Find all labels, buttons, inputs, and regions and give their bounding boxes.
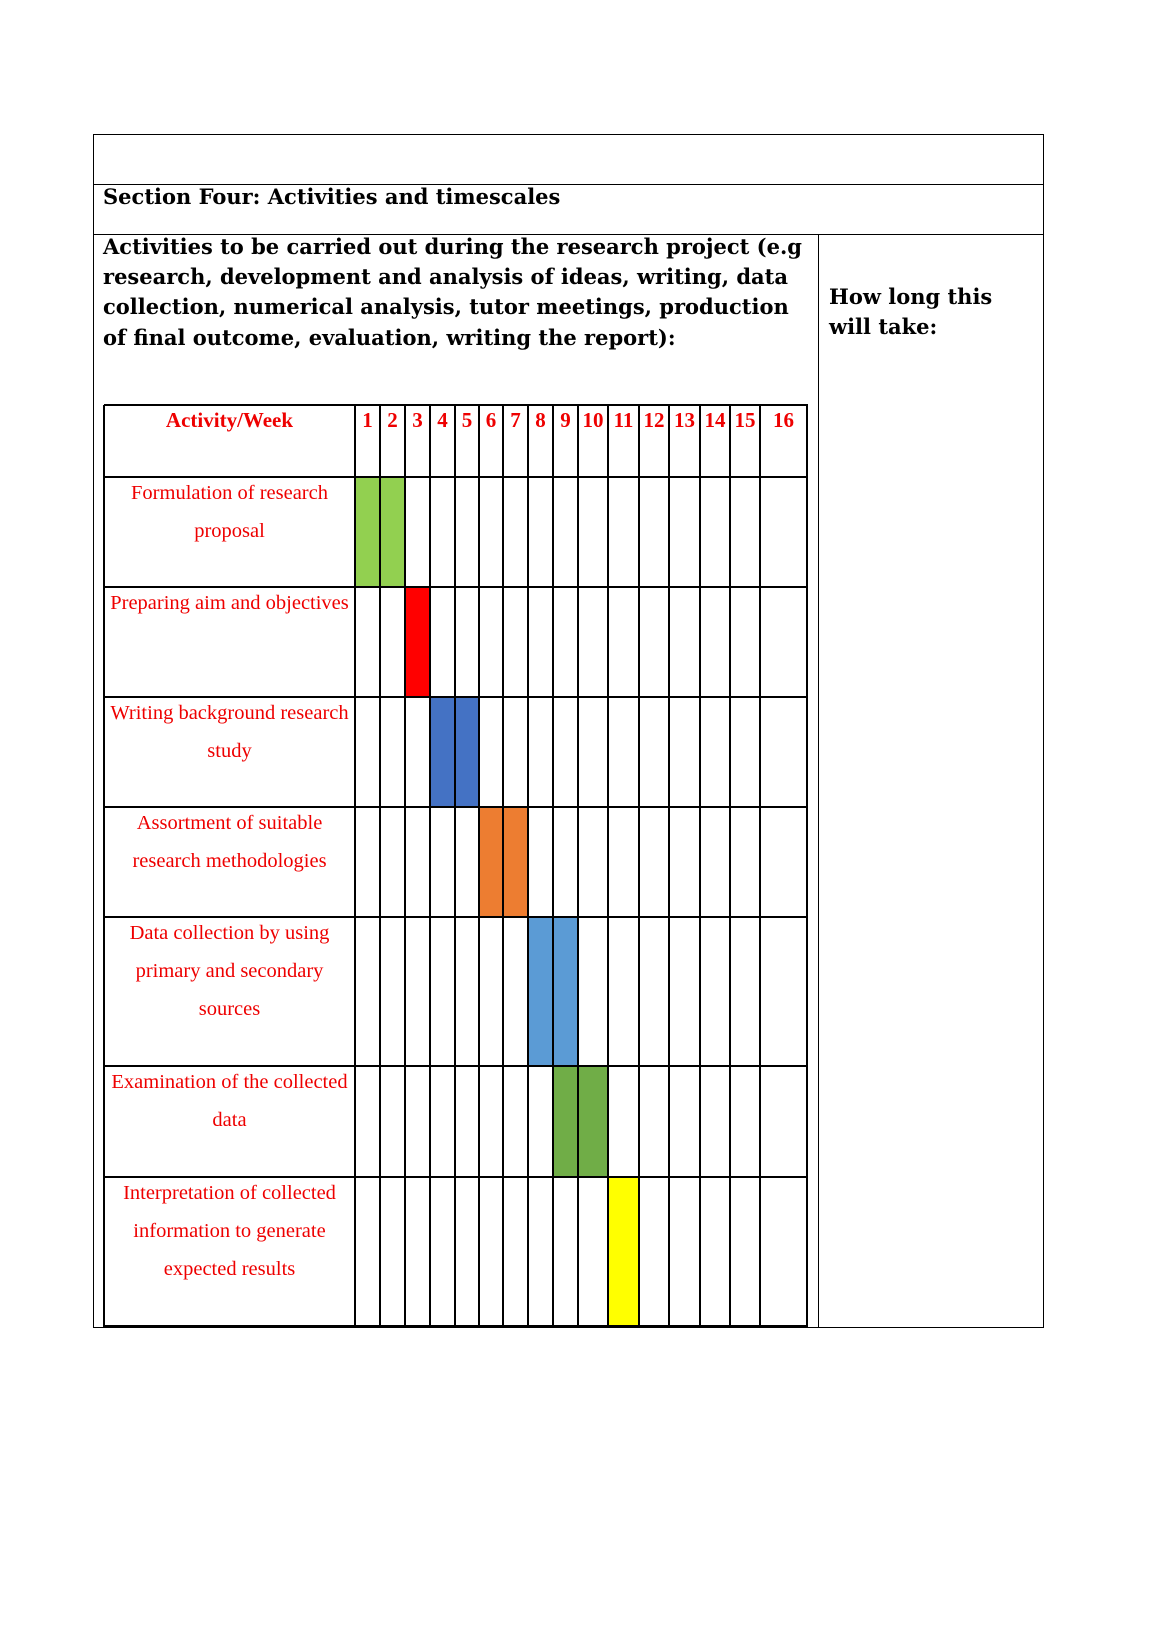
week-header: 10 bbox=[582, 408, 604, 432]
week-header: 16 bbox=[773, 408, 794, 432]
grid-line-vertical bbox=[527, 405, 529, 1327]
gantt-bar bbox=[380, 477, 405, 587]
gantt-bar bbox=[528, 917, 553, 1066]
grid-line-horizontal bbox=[104, 1065, 808, 1067]
gantt-bar bbox=[553, 1066, 578, 1177]
week-header: 15 bbox=[734, 408, 756, 432]
week-header: 5 bbox=[461, 408, 473, 432]
grid-line-horizontal bbox=[104, 806, 808, 808]
week-header: 8 bbox=[535, 408, 546, 432]
grid-line-horizontal bbox=[104, 1325, 808, 1327]
grid-line-vertical bbox=[806, 405, 808, 1327]
activity-label: Data collection by using primary and sec… bbox=[129, 922, 330, 1020]
week-header: 4 bbox=[437, 408, 448, 432]
week-header: 12 bbox=[643, 408, 665, 432]
grid-line-horizontal bbox=[104, 476, 808, 478]
gantt-bar bbox=[503, 807, 528, 917]
grid-line-vertical bbox=[429, 405, 431, 1327]
gantt-bar bbox=[578, 1066, 608, 1177]
grid-line-vertical bbox=[379, 405, 381, 1327]
grid-line-vertical bbox=[668, 405, 670, 1327]
gantt-bar bbox=[430, 697, 455, 807]
activity-label: Writing background research study bbox=[110, 702, 349, 762]
activity-label: Formulation of research proposal bbox=[131, 482, 328, 542]
week-header: 14 bbox=[704, 408, 726, 432]
grid-line-vertical bbox=[103, 405, 105, 1327]
grid-line-horizontal bbox=[104, 916, 808, 918]
gantt-bar bbox=[553, 917, 578, 1066]
week-header: 9 bbox=[560, 408, 571, 432]
week-header: 1 bbox=[362, 408, 373, 432]
activity-label: Examination of the collected data bbox=[111, 1071, 348, 1131]
grid-line-vertical bbox=[699, 405, 701, 1327]
gantt-bar bbox=[608, 1177, 639, 1326]
grid-line-horizontal bbox=[104, 1176, 808, 1178]
grid-line-vertical bbox=[607, 405, 609, 1327]
gantt-bar bbox=[479, 807, 503, 917]
grid-line-vertical bbox=[404, 405, 406, 1327]
activity-label: Assortment of suitable research methodol… bbox=[132, 812, 327, 872]
section-title: Section Four: Activities and timescales bbox=[103, 184, 561, 209]
intro-text: Activities to be carried out during the … bbox=[103, 234, 802, 350]
week-header: 2 bbox=[387, 408, 398, 432]
form-column-divider bbox=[818, 234, 819, 1328]
grid-line-horizontal bbox=[104, 586, 808, 588]
grid-line-vertical bbox=[729, 405, 731, 1327]
grid-line-vertical bbox=[354, 405, 356, 1327]
week-header: 6 bbox=[485, 408, 497, 432]
grid-line-vertical bbox=[454, 405, 456, 1327]
grid-line-horizontal bbox=[104, 696, 808, 698]
grid-line-vertical bbox=[478, 405, 480, 1327]
gantt-bar bbox=[405, 587, 430, 697]
grid-line-vertical bbox=[552, 405, 554, 1327]
activity-label: Preparing aim and objectives bbox=[110, 592, 349, 614]
grid-line-vertical bbox=[638, 405, 640, 1327]
gantt-bar bbox=[455, 697, 479, 807]
week-header: 7 bbox=[510, 408, 521, 432]
form-table-outer bbox=[93, 134, 1044, 1328]
grid-line-vertical bbox=[759, 405, 761, 1327]
week-header: 11 bbox=[613, 408, 634, 432]
grid-line-vertical bbox=[502, 405, 504, 1327]
form-row-divider bbox=[93, 184, 1044, 235]
week-header: 13 bbox=[674, 408, 695, 432]
gantt-bar bbox=[355, 477, 380, 587]
header-activity-week: Activity/Week bbox=[165, 408, 294, 432]
grid-line-vertical bbox=[577, 405, 579, 1327]
week-header: 3 bbox=[412, 408, 423, 432]
grid-line-horizontal bbox=[104, 404, 808, 406]
activity-label: Interpretation of collected information … bbox=[123, 1182, 336, 1280]
how-long-label: How long this will take: bbox=[829, 284, 993, 339]
